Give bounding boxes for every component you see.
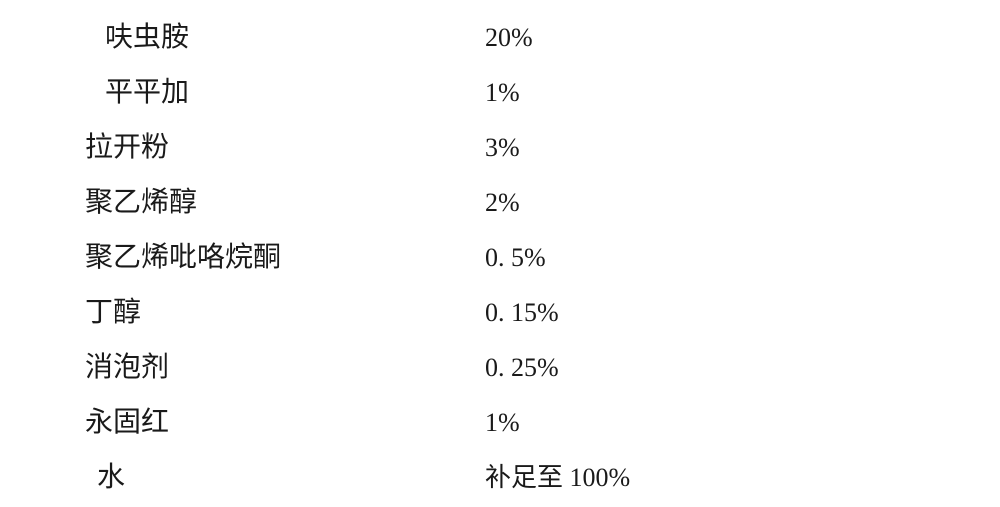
table-row: 丁醇 0. 15% [85, 285, 905, 340]
table-row: 永固红 1% [85, 395, 905, 450]
ingredient-value: 0. 15% [485, 285, 559, 340]
ingredient-value: 3% [485, 120, 520, 175]
table-row: 聚乙烯醇 2% [85, 175, 905, 230]
table-row: 拉开粉 3% [85, 120, 905, 175]
table-row: 平平加 1% [85, 65, 905, 120]
table-row: 消泡剂 0. 25% [85, 340, 905, 395]
ingredient-value: 0. 5% [485, 230, 546, 285]
ingredient-label: 平平加 [85, 65, 485, 120]
ingredient-list: 呋虫胺 20% 平平加 1% 拉开粉 3% 聚乙烯醇 2% 聚乙烯吡咯烷酮 0.… [85, 10, 905, 505]
ingredient-label: 丁醇 [85, 285, 485, 340]
ingredient-label: 呋虫胺 [85, 10, 485, 65]
ingredient-label: 水 [85, 450, 485, 505]
ingredient-label: 聚乙烯吡咯烷酮 [85, 230, 485, 285]
ingredient-label: 聚乙烯醇 [85, 175, 485, 230]
ingredient-label: 消泡剂 [85, 340, 485, 395]
ingredient-value: 2% [485, 175, 520, 230]
ingredient-value: 1% [485, 65, 520, 120]
ingredient-value: 补足至 100% [485, 450, 630, 505]
table-row: 水 补足至 100% [85, 450, 905, 505]
table-row: 聚乙烯吡咯烷酮 0. 5% [85, 230, 905, 285]
table-row: 呋虫胺 20% [85, 10, 905, 65]
ingredient-value: 20% [485, 10, 533, 65]
ingredient-label: 拉开粉 [85, 120, 485, 175]
ingredient-value: 0. 25% [485, 340, 559, 395]
ingredient-value: 1% [485, 395, 520, 450]
ingredient-label: 永固红 [85, 395, 485, 450]
